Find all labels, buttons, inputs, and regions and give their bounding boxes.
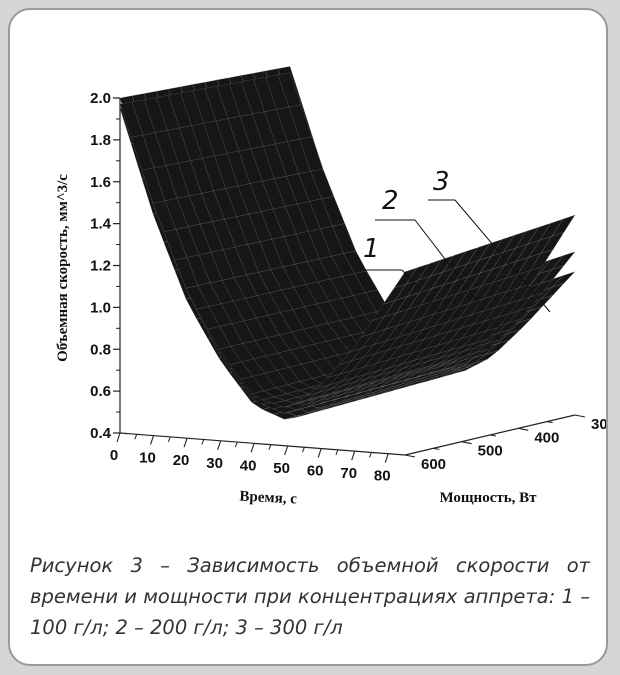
- z-tick-label: 1.2: [90, 258, 111, 275]
- z-tick-label: 1.8: [90, 132, 111, 149]
- x-tick: [317, 448, 322, 458]
- y-minor-tick: [433, 447, 440, 450]
- x-tick: [116, 432, 121, 443]
- y-tick: [404, 454, 416, 458]
- z-tick-label: 1.0: [90, 299, 111, 316]
- x-minor-tick: [335, 449, 339, 456]
- y-tick: [518, 427, 529, 431]
- x-tick-label: 70: [340, 465, 357, 482]
- x-minor-tick: [268, 444, 272, 450]
- x-minor-tick: [167, 436, 171, 443]
- x-minor-tick: [201, 439, 205, 445]
- z-tick-label: 0.4: [90, 425, 112, 442]
- y-tick-label: 400: [534, 429, 559, 446]
- z-axis-title: Объемная скорость, мм^3/с: [55, 174, 71, 362]
- x-minor-tick: [134, 434, 138, 440]
- x-tick-label: 60: [307, 463, 324, 480]
- x-axis-line: [119, 432, 406, 456]
- surface-patch: [551, 271, 576, 288]
- x-minor-tick: [369, 452, 372, 458]
- surface-patch: [551, 214, 576, 237]
- x-tick: [150, 435, 155, 445]
- annotation-label: 1: [363, 234, 380, 264]
- x-tick: [250, 443, 255, 453]
- z-tick-label: 1.4: [90, 216, 112, 233]
- annotation-leader: [454, 199, 551, 313]
- z-tick-label: 0.6: [90, 383, 111, 400]
- annotation-group: 12 3: [355, 167, 551, 329]
- x-minor-tick: [301, 447, 305, 453]
- x-tick-label: 10: [139, 450, 156, 467]
- annotation-2: 2: [375, 186, 499, 329]
- y-minor-tick: [546, 421, 553, 424]
- x-tick: [217, 440, 222, 450]
- x-minor-tick: [234, 441, 238, 448]
- x-tick: [284, 445, 289, 456]
- x-tick-label: 40: [240, 457, 257, 474]
- y-minor-tick: [489, 434, 497, 437]
- surface-group: [119, 66, 576, 420]
- x-tick-label: 30: [206, 455, 223, 472]
- x-tick: [351, 450, 356, 461]
- annotation-3: 3: [428, 167, 551, 313]
- y-tick-label: 500: [478, 443, 503, 460]
- surface-plot: 0.4 0.6 0.8 1.0 1.2 1.4 1.6 1.8 2.0 0 10 20 30 40 50 60…: [55, 66, 608, 508]
- annotation-1: 1: [355, 234, 441, 313]
- y-axis-title: Мощность, Вт: [439, 490, 537, 506]
- surface-patch: [551, 251, 576, 270]
- x-tick-label: 20: [173, 452, 190, 469]
- x-tick-label: 50: [273, 460, 290, 477]
- annotation-leader: [414, 219, 499, 329]
- x-tick-label: 0: [110, 447, 118, 464]
- figure-card: 0.4 0.6 0.8 1.0 1.2 1.4 1.6 1.8 2.0 0 10 20 30 40 50 60…: [8, 8, 608, 666]
- x-axis-title: Время, с: [239, 489, 298, 508]
- surface-series-3: [119, 72, 576, 408]
- x-tick-label: 80: [374, 468, 391, 485]
- y-tick-label: 300: [591, 416, 608, 433]
- annotation-leader: [401, 269, 441, 313]
- axes-group: 0.4 0.6 0.8 1.0 1.2 1.4 1.6 1.8 2.0 0 10 20 30 40 50 60…: [55, 90, 608, 508]
- z-tick-label: 0.8: [90, 341, 111, 358]
- y-tick-label: 600: [421, 456, 446, 473]
- z-tick-label: 2.0: [90, 90, 111, 107]
- x-tick: [183, 438, 188, 448]
- y-tick: [461, 441, 472, 445]
- annotation-label: 2: [382, 186, 399, 216]
- x-tick: [384, 453, 389, 463]
- annotation-label: 3: [433, 167, 450, 197]
- y-tick: [574, 414, 586, 418]
- z-tick-label: 1.6: [90, 174, 111, 191]
- figure-caption: Рисунок 3 – Зависимость объемной скорост…: [30, 554, 590, 639]
